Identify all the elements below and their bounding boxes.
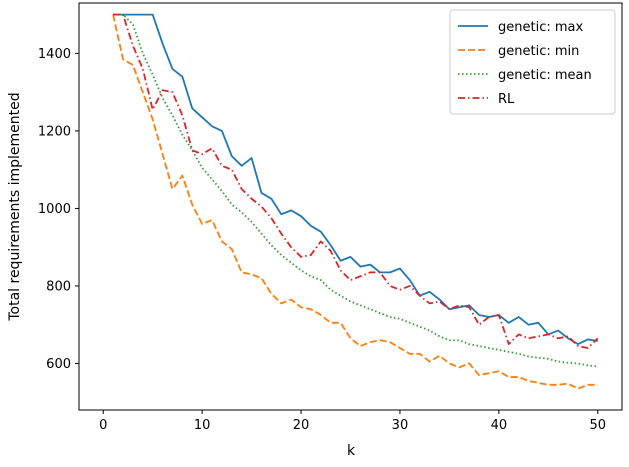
series-line-1 <box>112 14 598 390</box>
y-tick-label: 1000 <box>38 202 71 217</box>
x-tick-label: 10 <box>194 418 211 433</box>
legend-frame <box>449 9 616 115</box>
x-axis-label: k <box>347 443 356 459</box>
legend: genetic: max genetic: min genetic: mean RL <box>449 9 616 115</box>
x-axis-ticks: 0 10 20 30 40 50 <box>99 410 606 433</box>
series-line-3 <box>113 13 599 349</box>
x-tick-label: 30 <box>392 418 409 433</box>
legend-label: genetic: mean <box>498 68 592 83</box>
legend-label: genetic: max <box>498 20 583 35</box>
y-tick-label: 600 <box>46 357 71 372</box>
y-tick-label: 1400 <box>38 47 71 62</box>
legend-label: genetic: min <box>498 44 579 59</box>
legend-label: RL <box>498 92 515 107</box>
x-tick-label: 50 <box>589 418 606 433</box>
plot-lines <box>112 13 599 390</box>
y-tick-label: 1200 <box>38 124 71 139</box>
x-tick-label: 0 <box>99 418 107 433</box>
series-line-0 <box>113 13 598 346</box>
y-tick-label: 800 <box>46 279 71 294</box>
x-tick-label: 20 <box>293 418 310 433</box>
plot-frame <box>78 2 623 411</box>
series-line-2 <box>113 13 598 368</box>
y-axis-label: Total requirements implemented <box>7 92 23 321</box>
x-tick-label: 40 <box>491 418 508 433</box>
y-axis-ticks: 600 800 1000 1200 1400 <box>38 47 79 372</box>
